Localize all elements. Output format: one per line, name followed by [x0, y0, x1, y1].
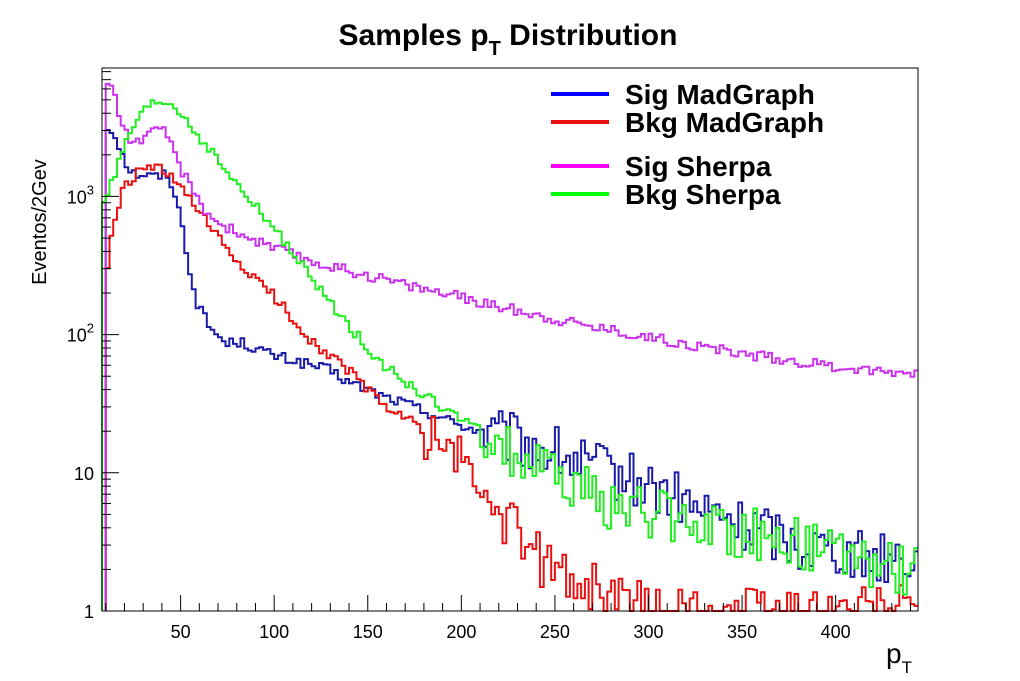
series-line-bkg-madgraph — [104, 163, 918, 612]
series-layer — [101, 82, 918, 612]
legend-label-sig-sherpa: Sig Sherpa — [625, 151, 772, 182]
series-line-sig-madgraph — [104, 129, 918, 611]
x-tick-label: 50 — [171, 622, 191, 642]
plot-frame — [101, 67, 919, 612]
series-line-sig-sherpa — [104, 82, 918, 611]
chart-title: Samples pT Distribution — [339, 19, 678, 60]
legend-label-bkg-madgraph: Bkg MadGraph — [625, 107, 824, 138]
x-tick-label: 150 — [353, 622, 383, 642]
y-tick-label: 102 — [67, 321, 94, 346]
x-tick-label: 300 — [633, 622, 663, 642]
y-tick-label: 10 — [74, 464, 94, 484]
x-tick-label: 350 — [727, 622, 757, 642]
y-tick-label: 103 — [67, 182, 94, 207]
legend-label-sig-madgraph: Sig MadGraph — [625, 79, 815, 110]
x-tick-label: 400 — [821, 622, 851, 642]
legend-label-bkg-sherpa: Bkg Sherpa — [625, 179, 781, 210]
y-axis-ticks: 1 10 102 103 — [67, 71, 119, 622]
x-tick-label: 100 — [259, 622, 289, 642]
x-axis-ticks: 50 100 150 200 250 300 350 400 — [105, 595, 912, 642]
x-tick-label: 200 — [446, 622, 476, 642]
x-tick-label: 250 — [540, 622, 570, 642]
y-axis-title: Eventos/2Gev — [29, 159, 51, 285]
y-tick-label: 1 — [84, 602, 94, 622]
x-axis-title: pT — [886, 638, 912, 677]
series-line-bkg-sherpa — [101, 99, 918, 611]
